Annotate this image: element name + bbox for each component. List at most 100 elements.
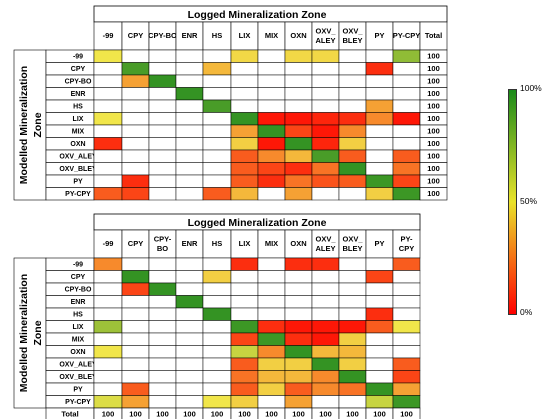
column-header-label: CPY [399,244,414,253]
heatmap-cell [175,162,204,176]
heatmap-cell [121,320,150,334]
heatmap-cell [257,257,286,271]
heatmap-cell [148,74,177,88]
heatmap-cell [257,345,286,359]
heatmap-cell [202,87,232,101]
heatmap-cell [257,187,286,201]
heatmap-cell [257,87,286,101]
heatmap-cell [392,49,421,63]
total-value-label: 100 [265,410,278,419]
heatmap-cell [121,270,150,284]
heatmap-cell [365,357,394,371]
heatmap-cell [202,257,232,271]
heatmap-cell [230,174,259,188]
row-header-label: OXV_BLEY [59,374,97,381]
heatmap-cell [338,49,367,63]
heatmap-cell [175,345,204,359]
heatmap-cell [202,149,232,163]
heatmap-cell [365,149,394,163]
row-header-label: PY [73,179,83,186]
heatmap-cell [175,174,204,188]
heatmap-cell [257,99,286,113]
column-header-label: OXV_ [315,234,336,243]
total-cell [392,407,421,419]
heatmap-table-top: Logged Mineralization Zone -99 CPY CPY-BO EN… [8,5,468,201]
heatmap-cell [93,395,123,409]
heatmap-cell [202,282,232,296]
heatmap-cell [230,74,259,88]
column-header-cell [365,229,394,259]
heatmap-cell [365,74,394,88]
heatmap-cell [202,124,232,138]
heatmap-cell [93,282,123,296]
total-value-label: 100 [427,177,440,186]
heatmap-cell [392,162,421,176]
heatmap-cell [121,332,150,346]
column-header-label: PY- [400,234,413,243]
heatmap-cell [121,370,150,384]
heatmap-cell [338,112,367,126]
y-axis-title-cell [13,49,47,201]
heatmap-cell [338,357,367,371]
heatmap-cell [230,112,259,126]
column-header-label: HS [212,31,222,40]
heatmap-cell [257,62,286,76]
heatmap-cell [365,282,394,296]
row-header-label: ENR [71,91,86,98]
heatmap-cell [392,382,421,396]
heatmap-cell [311,149,340,163]
heatmap-cell [338,345,367,359]
heatmap-cell [257,137,286,151]
row-header-cell [45,112,95,126]
heatmap-cell [392,345,421,359]
heatmap-cell [392,137,421,151]
heatmap-cell [284,332,313,346]
heatmap-cell [148,332,177,346]
heatmap-cell [93,307,123,321]
heatmap-cell [175,307,204,321]
heatmap-grid: Logged Mineralization Zone -99 CPY CPY-BO EN… [13,213,421,419]
heatmap-cell [175,270,204,284]
heatmap-cell [311,295,340,309]
heatmap-cell [365,124,394,138]
heatmap-cell [284,357,313,371]
heatmap-cell [365,320,394,334]
column-header-label: PY [374,239,384,248]
heatmap-cell [202,370,232,384]
row-header-label: CPY [71,274,86,281]
heatmap-cell [284,370,313,384]
heatmap-cell [338,174,367,188]
heatmap-cell [148,382,177,396]
row-header-label: OXV_BLEY [59,166,97,173]
row-header-cell [45,307,95,321]
heatmap-cell [284,162,313,176]
row-header-cell [45,320,95,334]
total-value-label: 100 [427,64,440,73]
heatmap-cell [284,282,313,296]
heatmap-cell [148,137,177,151]
legend-bottom-label: 0% [520,307,533,317]
heatmap-cell [93,357,123,371]
heatmap-cell [311,99,340,113]
row-header-cell [45,49,95,63]
heatmap-cell [121,49,150,63]
row-header-cell [45,174,95,188]
heatmap-cell [284,124,313,138]
heatmap-cell [148,49,177,63]
total-value-label: 100 [427,164,440,173]
heatmap-cell [311,62,340,76]
column-header-label: CPY-BO [148,31,177,40]
heatmap-cell [175,370,204,384]
heatmap-cell [202,345,232,359]
heatmap-cell [93,370,123,384]
total-value-label: 100 [427,189,440,198]
heatmap-cell [257,370,286,384]
heatmap-cell [175,74,204,88]
heatmap-cell [230,124,259,138]
heatmap-cell [93,124,123,138]
heatmap-cell [175,124,204,138]
total-value-label: 100 [427,152,440,161]
total-value-label: 100 [427,77,440,86]
heatmap-cell [284,295,313,309]
heatmap-cell [311,257,340,271]
